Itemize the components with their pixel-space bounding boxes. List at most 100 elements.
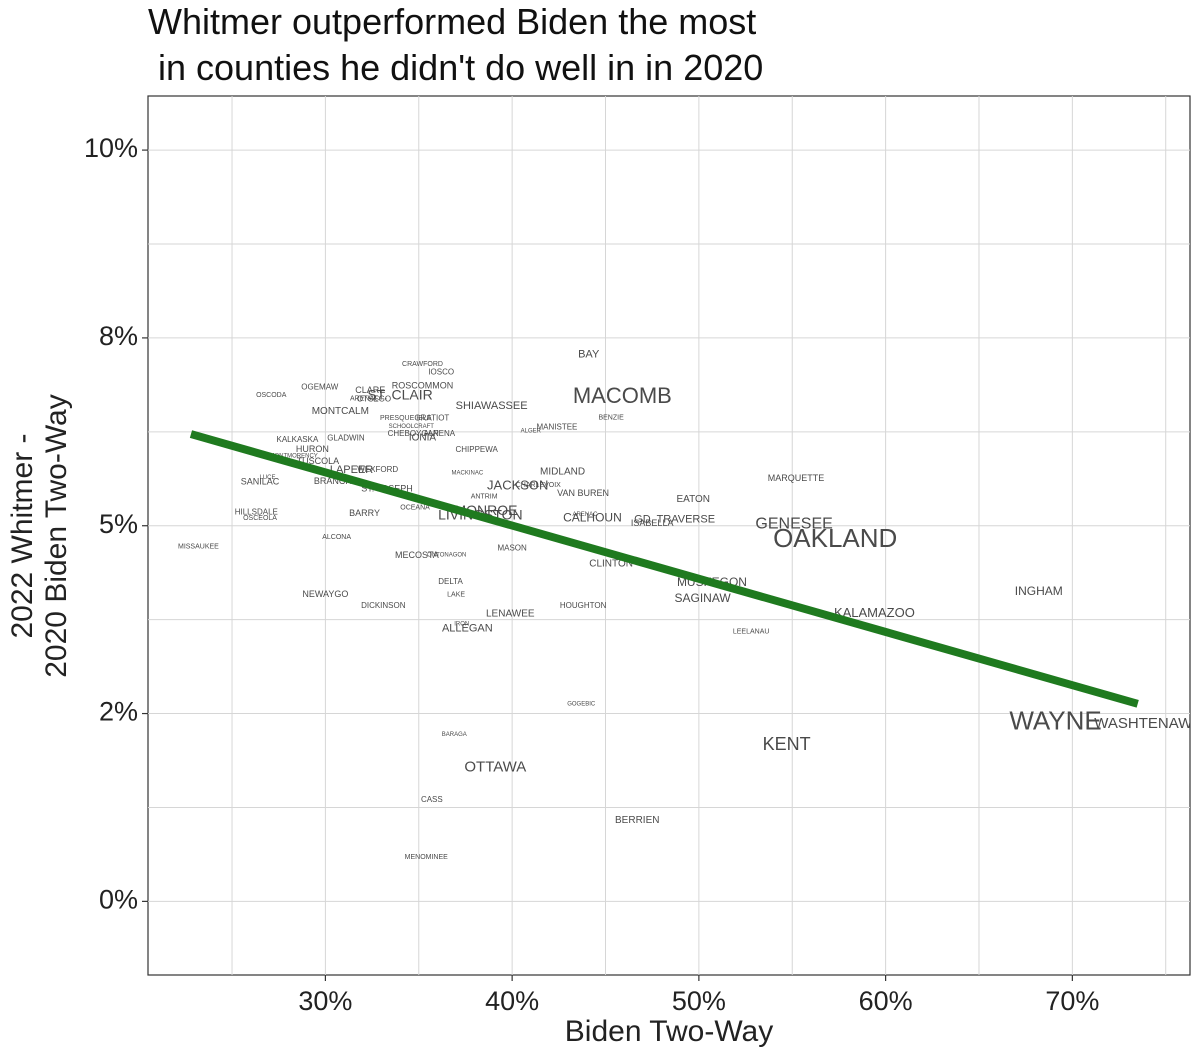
x-axis-title: Biden Two-Way [565,1015,773,1048]
x-tick-label: 50% [672,986,726,1016]
county-label: OAKLAND [773,523,897,553]
county-label: MANISTEE [537,422,578,431]
county-label: BERRIEN [615,815,659,826]
county-label: ONTONAGON [427,553,466,559]
county-label: CHIPPEWA [455,445,498,454]
county-label: BRANCH [314,476,352,486]
county-label: MENOMINEE [405,854,449,861]
county-label: MECOSTA [395,550,439,560]
county-label: OTSEGO [357,395,391,404]
county-label: LAKE [447,592,465,599]
chart-title: Whitmer outperformed Biden the most in c… [148,1,763,88]
y-tick-label: 5% [99,509,138,539]
county-label: CRAWFORD [402,361,443,368]
county-label: ARENAC [350,396,379,403]
trend-line-layer [189,430,1139,708]
county-label: BENZIE [598,414,624,421]
y-tick-label: 2% [99,697,138,727]
y-tick-label: 8% [99,321,138,351]
x-tick-label: 30% [298,986,352,1016]
trend-line [189,430,1139,708]
x-tick-label: 70% [1045,986,1099,1016]
x-tick-label: 60% [859,986,913,1016]
county-label: VAN BUREN [557,488,609,498]
county-label: CLARE [355,385,385,395]
county-label: OCEANA [400,505,430,512]
county-label: OGEMAW [301,383,338,392]
county-label: BARAGA [442,732,467,738]
county-label: KALKASKA [276,435,318,444]
county-label: GRATIOT [414,413,449,422]
county-label: ST. CLAIR [367,386,432,402]
county-label: MONTMORENCY [269,453,317,459]
county-label: ARENAC [572,512,598,518]
chart-title-line-2: in counties he didn't do well in in 2020 [148,47,763,88]
county-label: CASS [421,795,443,804]
county-label: TUSCOLA [297,456,340,466]
county-label: OSCEOLA [243,515,277,522]
county-label: DELTA [438,577,463,586]
county-label: JACKSON [487,477,548,492]
county-label: HILLSDALE [235,507,278,516]
county-label: GLADWIN [327,434,365,443]
county-label: ANTRIM [471,493,498,500]
county-label: ROSCOMMON [392,380,454,390]
county-label: WEXFORD [357,465,398,474]
county-label: ALLEGAN [442,623,493,635]
county-label: SHIAWASSEE [456,400,528,412]
y-axis-ticks: 0% 2% 5% 8% 10% [84,133,148,914]
x-axis-ticks: 30% 40% 50% 60% 70% [298,975,1099,1016]
county-label: DICKINSON [361,601,406,610]
county-label: MARQUETTE [768,473,825,483]
y-tick-label: 0% [99,884,138,914]
county-label: GENESEE [755,515,832,532]
county-label: NEWAYGO [302,589,348,599]
county-label: IOSCO [428,368,454,377]
county-label: MISSAUKEE [178,544,219,551]
county-label: WAYNE [1009,705,1101,735]
county-label: OSCODA [256,392,287,399]
chart-title-line-1: Whitmer outperformed Biden the most [148,1,756,42]
y-axis-title-line-1: 2022 Whitmer - [6,433,39,638]
county-label: CLINTON [589,559,633,570]
county-label: MACOMB [573,383,672,408]
county-label: CHEBOYGAN [388,429,439,438]
county-label: EATON [677,494,711,505]
y-axis-title: 2022 Whitmer - 2020 Biden Two-Way [6,394,73,678]
county-label: HOUGHTON [560,601,607,610]
county-label: SCHOOLCRAFT [389,424,435,430]
county-label: SAGINAW [674,591,731,605]
y-tick-label: 10% [84,133,138,163]
county-label: KENT [763,734,811,754]
county-label: SANILAC [241,477,280,487]
county-label: ALCONA [322,534,351,541]
county-label: GOGEBIC [567,701,596,707]
county-label: MIDLAND [540,466,585,477]
county-label: BARRY [349,508,380,518]
county-label: LENAWEE [486,608,535,619]
y-axis-title-line-2: 2020 Biden Two-Way [40,394,73,678]
county-label: KALAMAZOO [834,605,915,620]
plot-panel [147,95,1191,976]
county-label: LUCE [260,475,276,481]
county-label: BAY [578,348,600,360]
county-label: MACKINAC [451,471,483,477]
x-tick-label: 40% [485,986,539,1016]
county-label: MONTCALM [312,406,369,417]
county-label: GD. TRAVERSE [634,514,715,526]
county-label: IRON [454,622,469,628]
county-label: LEELANAU [733,629,770,636]
grid-lines [148,96,1190,975]
county-label: MASON [497,543,527,552]
county-label: ALGER [521,429,542,435]
county-label: INGHAM [1015,584,1063,598]
county-label: CALHOUN [563,510,622,524]
county-label: CHARLEVOIX [516,482,561,489]
county-label: ALPENA [424,429,456,438]
county-label: WASHTENAW [1094,715,1193,732]
county-label: OTTAWA [464,759,526,776]
county-label: PRESQUE ISLE [380,415,432,422]
county-label: ISABELLA [631,518,674,528]
county-label: HURON [296,444,329,454]
